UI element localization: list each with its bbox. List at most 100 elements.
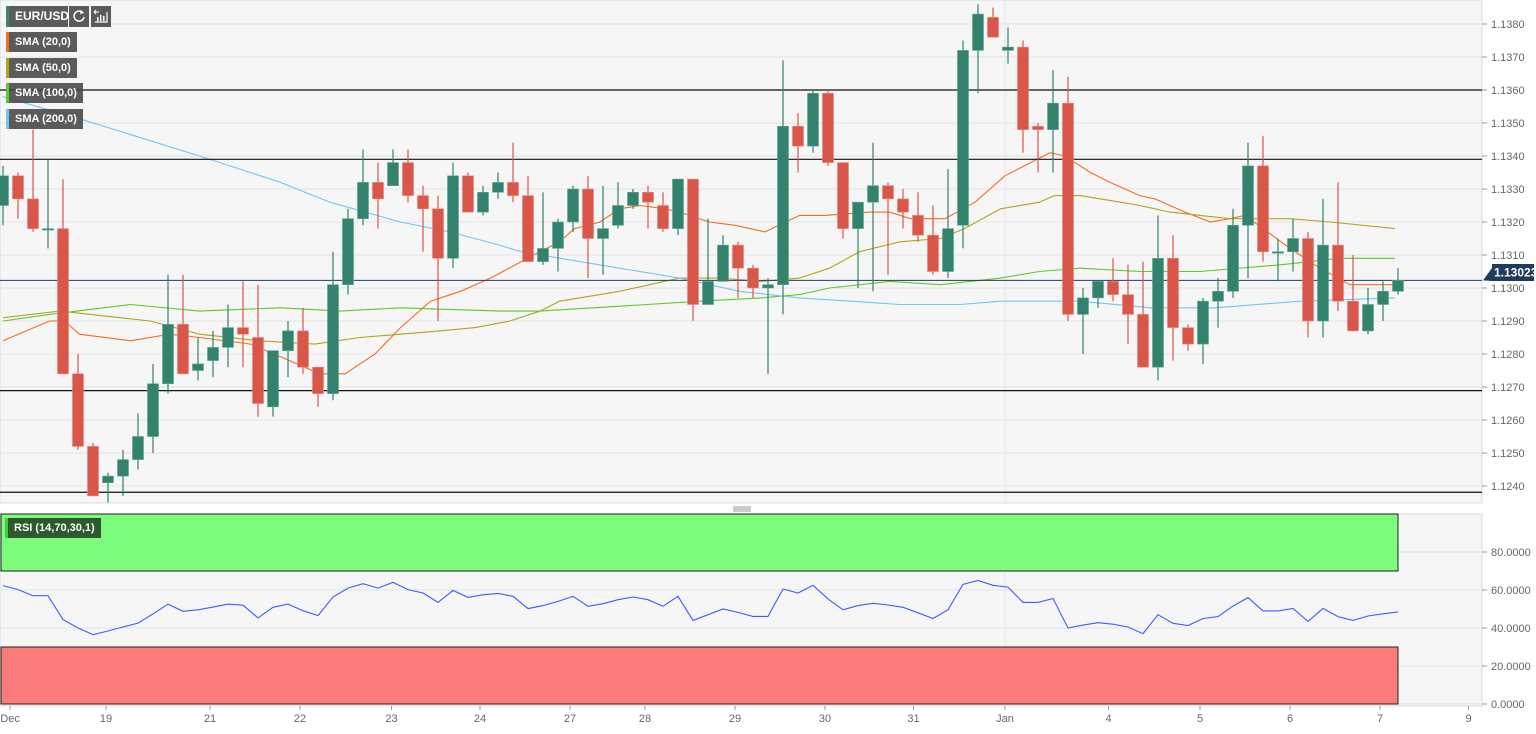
time-tick-label: 27: [564, 713, 576, 725]
legend-sma-50[interactable]: SMA (50,0): [6, 58, 77, 78]
refresh-icon: [73, 10, 85, 22]
candle-up: [612, 205, 624, 226]
time-tick-label: 6: [1287, 713, 1293, 725]
candle-up: [42, 228, 54, 231]
time-tick-label: 19: [100, 713, 112, 725]
candle-up: [1287, 238, 1299, 252]
time-tick-label: 31: [907, 713, 919, 725]
candle-up: [327, 284, 339, 394]
candle-up: [972, 13, 984, 51]
candle-down: [822, 93, 834, 163]
candle-up: [852, 201, 864, 229]
candle-down: [12, 175, 24, 200]
candle-up: [1047, 102, 1059, 130]
candle-down: [27, 198, 39, 229]
rsi-tick-label: 20.0000: [1491, 661, 1531, 673]
price-tick-label: 1.1310: [1491, 250, 1525, 262]
candle-up: [1362, 304, 1374, 332]
time-tick-label: 5: [1197, 713, 1203, 725]
time-tick-label: 22: [294, 713, 306, 725]
sma-50-color-marker: [6, 58, 9, 78]
candle-down: [1332, 244, 1344, 302]
candle-up: [1197, 300, 1209, 345]
candle-down: [912, 215, 924, 236]
candle-down: [687, 178, 699, 305]
sma-100-color-marker: [6, 83, 9, 103]
candle-up: [207, 347, 219, 361]
candle-down: [1137, 314, 1149, 368]
candle-down: [462, 175, 474, 213]
price-tick-label: 1.1270: [1491, 382, 1525, 394]
rsi-tick-label: 0.0000: [1491, 699, 1525, 711]
rsi-tick-label: 80.0000: [1491, 547, 1531, 559]
candle-up: [1002, 46, 1014, 51]
price-tick-label: 1.1240: [1491, 481, 1525, 493]
candle-up: [477, 192, 489, 213]
rsi-indicator: 80.0000 60.0000 40.0000 20.0000 0.0000: [0, 513, 1531, 711]
candle-down: [897, 198, 909, 213]
symbol-label[interactable]: EUR/USD: [6, 6, 69, 27]
candle-down: [837, 162, 849, 229]
candle-up: [1077, 297, 1089, 315]
candle-down: [747, 267, 759, 289]
candle-down: [417, 195, 429, 210]
candle-up: [1242, 165, 1254, 226]
oversold-zone: [0, 646, 1399, 705]
candle-up: [192, 363, 204, 371]
price-tick-label: 1.1340: [1491, 151, 1525, 163]
candle-down: [1122, 294, 1134, 315]
candle-down: [1017, 46, 1029, 130]
candle-down: [297, 330, 309, 368]
candle-down: [657, 205, 669, 229]
chart-settings-icon: [93, 9, 108, 23]
refresh-button[interactable]: [69, 6, 89, 27]
candle-down: [1302, 238, 1314, 322]
time-tick-label: 29: [729, 713, 741, 725]
candle-up: [282, 330, 294, 351]
time-axis[interactable]: Dec 19 21 22 23 24 27 28 29 30 31 Jan 4 5 6 7 9: [0, 706, 1472, 725]
candle-up: [0, 175, 9, 206]
candle-down: [72, 373, 84, 447]
time-tick-label: 4: [1105, 713, 1111, 725]
candle-up: [777, 126, 789, 285]
legend-sma-20[interactable]: SMA (20,0): [6, 32, 77, 52]
candle-down: [792, 126, 804, 147]
candle-up: [807, 93, 819, 147]
candle-up: [222, 327, 234, 348]
time-tick-label: 7: [1377, 713, 1383, 725]
time-tick-label: 30: [819, 713, 831, 725]
price-axis[interactable]: 1.1380 1.1370 1.1360 1.1350 1.1340 1.1330 1.13…: [1482, 19, 1536, 493]
candle-up: [1152, 257, 1164, 368]
candles: [0, 4, 1404, 503]
candle-down: [1107, 281, 1119, 295]
sma-200-label: SMA (200,0): [15, 113, 77, 125]
candle-up: [717, 244, 729, 282]
price-tick-label: 1.1370: [1491, 52, 1525, 64]
price-tick-label: 1.1330: [1491, 184, 1525, 196]
candle-up: [1092, 281, 1104, 299]
last-price-label: 1.13023: [1494, 266, 1536, 280]
time-tick-label: 23: [385, 713, 397, 725]
indicators-button[interactable]: [91, 6, 111, 27]
legend-sma-200[interactable]: SMA (200,0): [6, 109, 83, 129]
price-tick-label: 1.1250: [1491, 448, 1525, 460]
price-tick-label: 1.1260: [1491, 415, 1525, 427]
candle-down: [432, 208, 444, 259]
candle-up: [567, 188, 579, 223]
price-tick-label: 1.1320: [1491, 217, 1525, 229]
sma-line-50: [2, 195, 1396, 345]
candle-up: [627, 192, 639, 206]
candle-down: [522, 195, 534, 262]
legend-rsi[interactable]: RSI (14,70,30,1): [5, 518, 101, 538]
candle-down: [312, 366, 324, 394]
candle-up: [762, 284, 774, 289]
legend-sma-100[interactable]: SMA (100,0): [6, 83, 83, 103]
candle-up: [1317, 244, 1329, 322]
price-tick-label: 1.1380: [1491, 19, 1525, 31]
candle-up: [132, 436, 144, 460]
candle-up: [447, 175, 459, 259]
candle-down: [1347, 300, 1359, 332]
panel-resize-handle[interactable]: [733, 506, 751, 512]
candle-down: [1257, 165, 1269, 252]
